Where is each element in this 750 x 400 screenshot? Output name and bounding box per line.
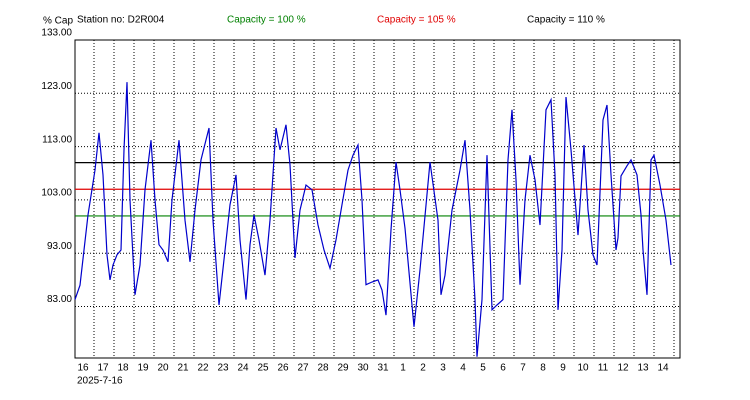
y-tick-label: 123.00	[41, 81, 72, 92]
x-tick-label: 13	[637, 363, 649, 374]
x-tick-label: 3	[440, 363, 446, 374]
x-tick-label: 14	[657, 363, 669, 374]
y-tick-label: 93.00	[47, 241, 72, 252]
legend-entry: Capacity = 105 %	[377, 15, 456, 26]
x-tick-label: 17	[97, 363, 109, 374]
x-tick-label: 16	[77, 363, 89, 374]
x-tick-label: 23	[217, 363, 229, 374]
plot-frame	[74, 39, 681, 359]
chart-title: Station no: D2R004	[77, 15, 165, 26]
x-tick-label: 30	[357, 363, 369, 374]
x-tick-label: 28	[317, 363, 329, 374]
x-tick-label: 31	[377, 363, 389, 374]
y-axis-label: % Cap	[43, 16, 73, 27]
x-tick-label: 24	[237, 363, 249, 374]
x-tick-label: 22	[197, 363, 209, 374]
x-tick-label: 26	[277, 363, 289, 374]
x-tick-label: 7	[520, 363, 526, 374]
y-tick-label: 113.00	[42, 134, 72, 145]
x-tick-label: 12	[617, 363, 629, 374]
data-line	[74, 82, 672, 357]
x-tick-label: 21	[177, 363, 189, 374]
x-tick-label: 18	[117, 363, 129, 374]
x-tick-label: 11	[598, 363, 609, 374]
legend-entry: Capacity = 110 %	[527, 15, 605, 26]
x-tick-label: 1	[400, 363, 406, 374]
y-tick-label: 133.00	[41, 28, 72, 39]
x-tick-label: 4	[460, 363, 466, 374]
x-tick-label: 29	[337, 363, 349, 374]
x-tick-label: 27	[297, 363, 309, 374]
x-tick-label: 2	[420, 363, 426, 374]
x-tick-label: 10	[577, 363, 589, 374]
x-tick-label: 9	[560, 363, 566, 374]
y-tick-label: 103.00	[41, 188, 72, 199]
x-tick-label: 19	[137, 363, 149, 374]
x-tick-label: 5	[480, 363, 486, 374]
date-label: 2025-7-16	[77, 376, 123, 387]
x-tick-label: 6	[500, 363, 506, 374]
y-tick-label: 83.00	[47, 294, 72, 305]
x-tick-label: 25	[257, 363, 269, 374]
x-tick-label: 20	[157, 363, 169, 374]
legend-entry: Capacity = 100 %	[227, 15, 306, 26]
x-tick-label: 8	[540, 363, 546, 374]
